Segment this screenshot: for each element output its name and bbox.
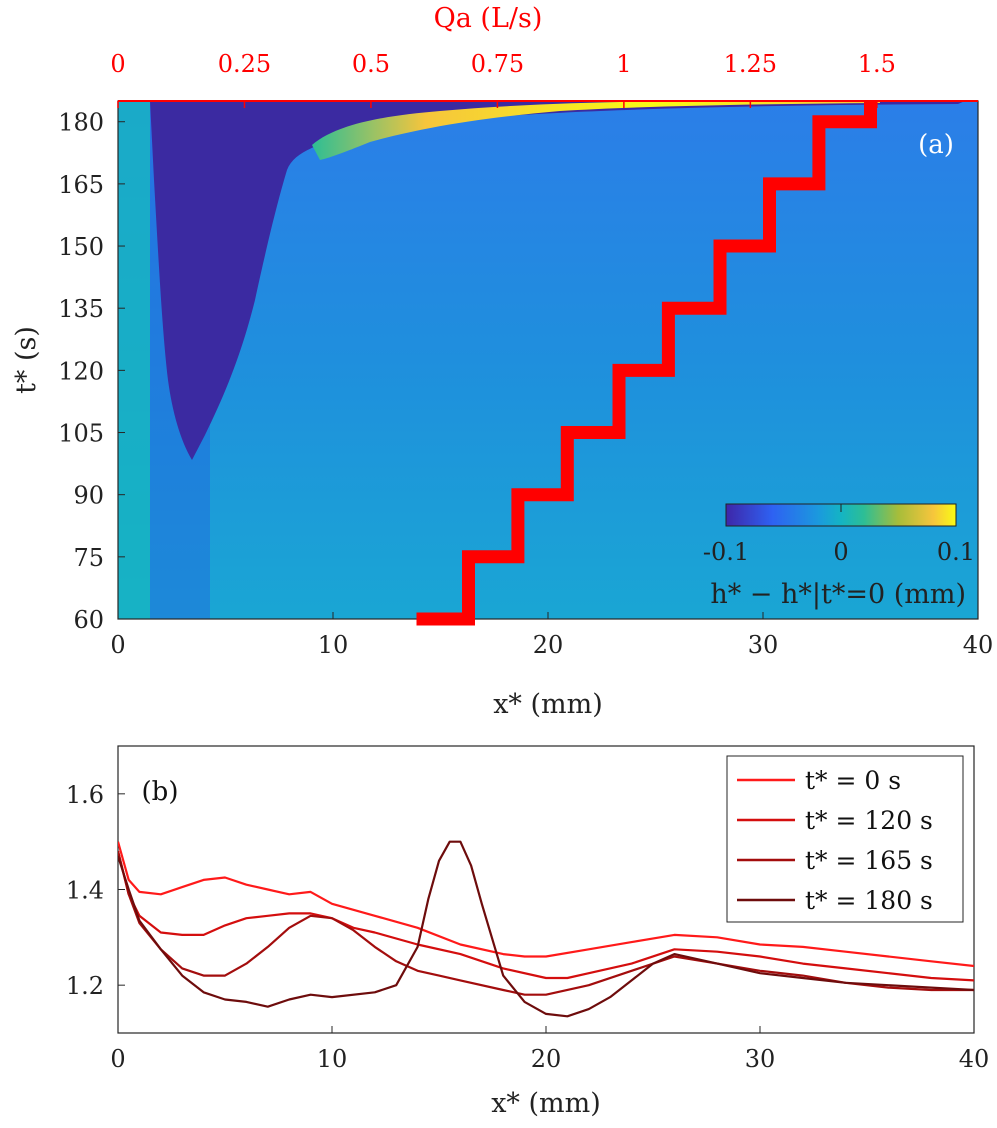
- top-tick-label: 0: [110, 50, 125, 78]
- colorbar-tick-1: 0: [833, 538, 848, 566]
- y-tick-label-b: 1.2: [66, 972, 104, 1000]
- y-tick-label-a: 120: [58, 357, 104, 385]
- heatmap-trough-region: [150, 101, 965, 460]
- y-tick-label-a: 150: [58, 233, 104, 261]
- colorbar-label: h* − h*|t*=0 (mm): [710, 579, 966, 610]
- y-ticks-a: 60 75 90 105 120 135 150 165 180: [58, 109, 125, 634]
- y-axis-title-a: t* (s): [11, 326, 42, 394]
- top-tick-label: 1.25: [724, 50, 777, 78]
- series-line-0: [118, 841, 974, 968]
- y-tick-label-a: 60: [73, 606, 104, 634]
- y-tick-label-a: 105: [58, 420, 104, 448]
- top-tick-label: 0.5: [352, 50, 390, 78]
- series-line-3: [118, 840, 974, 1018]
- x-axis-title-b: x* (mm): [491, 1088, 601, 1119]
- colorbar-tick-2: 0.1: [937, 538, 975, 566]
- top-tick-label: 0.75: [471, 50, 524, 78]
- series-line-2: [118, 850, 974, 996]
- y-tick-label-a: 90: [73, 482, 104, 510]
- x-tick-label-a: 20: [533, 631, 564, 659]
- panel-label-b: (b): [142, 777, 179, 807]
- x-tick-label-b: 20: [531, 1045, 562, 1073]
- x-tick-label-b: 10: [317, 1045, 348, 1073]
- y-tick-label-a: 165: [58, 171, 104, 199]
- colorbar-tick-0: -0.1: [703, 538, 749, 566]
- legend-label-0: t* = 0 s: [805, 766, 901, 795]
- y-ticks-b: 1.2 1.4 1.6: [66, 781, 125, 1000]
- y-tick-label-a: 75: [73, 544, 104, 572]
- top-tick-label: 1: [616, 50, 631, 78]
- x-tick-label-b: 30: [745, 1045, 776, 1073]
- top-axis-title: Qa (L/s): [434, 3, 543, 34]
- legend-box: [726, 755, 964, 923]
- x-tick-label-a: 10: [318, 631, 349, 659]
- top-ticks-a: 0 0.25 0.5 0.75 1 1.25 1.5: [110, 50, 896, 108]
- y-tick-label-b: 1.6: [66, 781, 104, 809]
- x-tick-label-b: 40: [959, 1045, 990, 1073]
- y-tick-label-b: 1.4: [66, 877, 104, 905]
- panel-label-a: (a): [918, 130, 954, 160]
- top-tick-label: 1.5: [858, 50, 896, 78]
- x-axis-title-a: x* (mm): [493, 689, 603, 720]
- series-lines: [118, 840, 974, 1018]
- heatmap-left-edge-band: [118, 101, 150, 619]
- line-panel: 0 10 20 30 40 1.2 1.4 1.6 (b) x* (mm) t* = 0 s…: [66, 745, 989, 1119]
- colorbar: -0.1 0 0.1 h* − h*|t*=0 (mm): [703, 503, 975, 610]
- y-tick-label-a: 135: [58, 295, 104, 323]
- legend-label-2: t* = 165 s: [805, 846, 933, 875]
- legend-label-1: t* = 120 s: [805, 806, 933, 835]
- legend-label-3: t* = 180 s: [805, 886, 933, 915]
- x-tick-label-a: 0: [110, 631, 125, 659]
- heatmap-crest-region: [312, 101, 880, 160]
- x-ticks-a: 0 10 20 30 40: [110, 612, 993, 659]
- legend: t* = 0 s t* = 120 s t* = 165 s t* = 180 …: [726, 755, 964, 923]
- x-tick-label-b: 0: [110, 1045, 125, 1073]
- x-tick-label-a: 40: [963, 631, 994, 659]
- x-tick-label-a: 30: [748, 631, 779, 659]
- y-tick-label-a: 180: [58, 109, 104, 137]
- staircase-line: [416, 101, 877, 626]
- top-tick-label: 0.25: [218, 50, 271, 78]
- x-ticks-b: 0 10 20 30 40: [110, 1026, 989, 1073]
